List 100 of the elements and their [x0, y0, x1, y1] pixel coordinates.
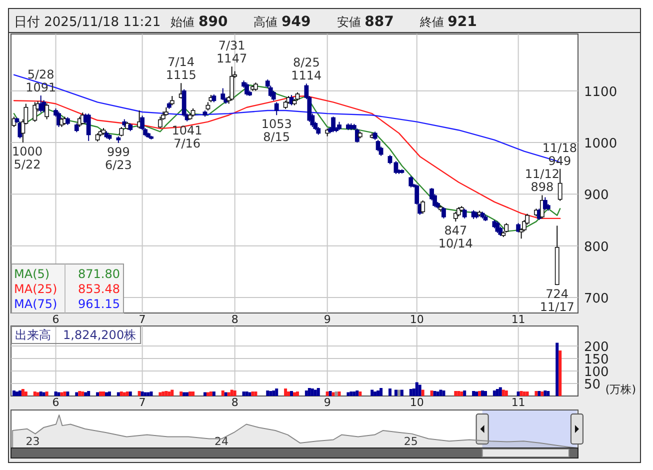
candlestick — [274, 102, 279, 116]
x-tick-label: 11 — [511, 396, 526, 409]
bar — [310, 388, 314, 396]
bar — [33, 392, 36, 396]
bar — [150, 392, 153, 396]
bar — [84, 392, 88, 396]
bar — [144, 392, 147, 396]
text: 始値 890 — [170, 14, 228, 30]
bar — [104, 392, 108, 396]
bar — [140, 392, 144, 396]
x-tick-label: 6 — [52, 313, 60, 326]
x-tick-label: 7 — [138, 313, 146, 326]
bar — [60, 392, 64, 396]
bar — [430, 390, 434, 396]
bar — [275, 388, 278, 396]
bar — [209, 392, 212, 396]
candlestick — [462, 208, 467, 219]
bar — [293, 392, 296, 396]
bar — [520, 391, 523, 396]
x-tick-label: 8 — [231, 313, 238, 326]
bar — [36, 392, 40, 396]
bar — [496, 389, 499, 396]
candlestick — [376, 139, 380, 152]
candlestick — [244, 82, 249, 96]
bar — [63, 392, 66, 396]
y-tick-label: 900 — [584, 188, 609, 204]
bar — [18, 390, 22, 396]
bar — [415, 382, 418, 396]
bar — [99, 392, 102, 396]
bar — [164, 391, 168, 396]
bar — [254, 392, 258, 396]
candlestick — [86, 113, 91, 142]
bar — [266, 390, 270, 396]
x-tick-label: 9 — [324, 313, 331, 326]
text: 終値 921 — [418, 14, 477, 30]
bar — [24, 392, 28, 396]
candlestick — [558, 168, 562, 202]
bar — [158, 392, 162, 396]
bar — [146, 392, 150, 396]
bar — [358, 392, 362, 396]
bar — [21, 389, 24, 396]
bar — [328, 391, 332, 396]
bar — [332, 392, 335, 396]
bar — [269, 391, 272, 396]
x-tick-label: 25 — [404, 435, 418, 448]
bar — [227, 392, 230, 396]
bar — [12, 390, 16, 396]
bar — [314, 390, 317, 396]
bar — [122, 392, 126, 396]
bar — [284, 388, 288, 396]
candlestick — [170, 96, 174, 106]
y-tick-label: 150 — [584, 352, 609, 368]
annotation: 1041 7/16 — [172, 123, 202, 150]
y-tick-label: 50 — [584, 378, 601, 392]
y-tick-label: 1100 — [584, 84, 618, 100]
bar — [188, 392, 192, 396]
bar — [498, 387, 502, 396]
bar — [356, 390, 359, 396]
candlestick — [504, 222, 509, 233]
bar — [45, 392, 48, 396]
bar — [540, 392, 544, 396]
bar — [492, 390, 496, 396]
annotation: 8/25 1114 — [291, 56, 322, 83]
bar — [230, 390, 234, 396]
y-tick-label: 1000 — [584, 136, 618, 152]
bar — [81, 392, 84, 396]
bar — [475, 392, 478, 396]
x-tick-label: 11 — [511, 313, 526, 326]
candlestick — [453, 211, 458, 222]
bar — [350, 392, 353, 396]
bar — [170, 390, 174, 396]
bar — [397, 390, 400, 396]
annotation: 7/31 1147 — [216, 38, 248, 66]
chart-title: 日付 2025/11/18 11:21 — [14, 15, 161, 30]
bar — [116, 392, 120, 396]
bar — [316, 388, 320, 396]
bar — [138, 391, 141, 396]
bar — [421, 390, 424, 396]
bar — [57, 392, 60, 396]
annotation: 1053 8/15 — [261, 117, 292, 144]
bar — [206, 392, 210, 396]
bar — [128, 392, 132, 396]
bar — [370, 390, 374, 396]
bar — [42, 392, 46, 396]
bar — [436, 392, 440, 396]
text: MA(75) 961.15 — [14, 297, 120, 311]
bar — [102, 392, 106, 396]
bar — [272, 390, 276, 396]
y-tick-label: 100 — [584, 365, 609, 380]
bar — [87, 391, 90, 396]
candlestick — [354, 128, 360, 143]
text: 安値 887 — [336, 14, 394, 30]
text: MA(5) 871.80 — [14, 267, 120, 281]
y-axis-title: (万株) — [605, 383, 636, 396]
candlestick — [442, 206, 446, 219]
bar — [66, 392, 70, 396]
bar — [380, 388, 383, 396]
bar — [442, 390, 446, 396]
annotation: 1000 5/22 — [12, 144, 43, 172]
x-tick-label: 10 — [410, 396, 424, 409]
